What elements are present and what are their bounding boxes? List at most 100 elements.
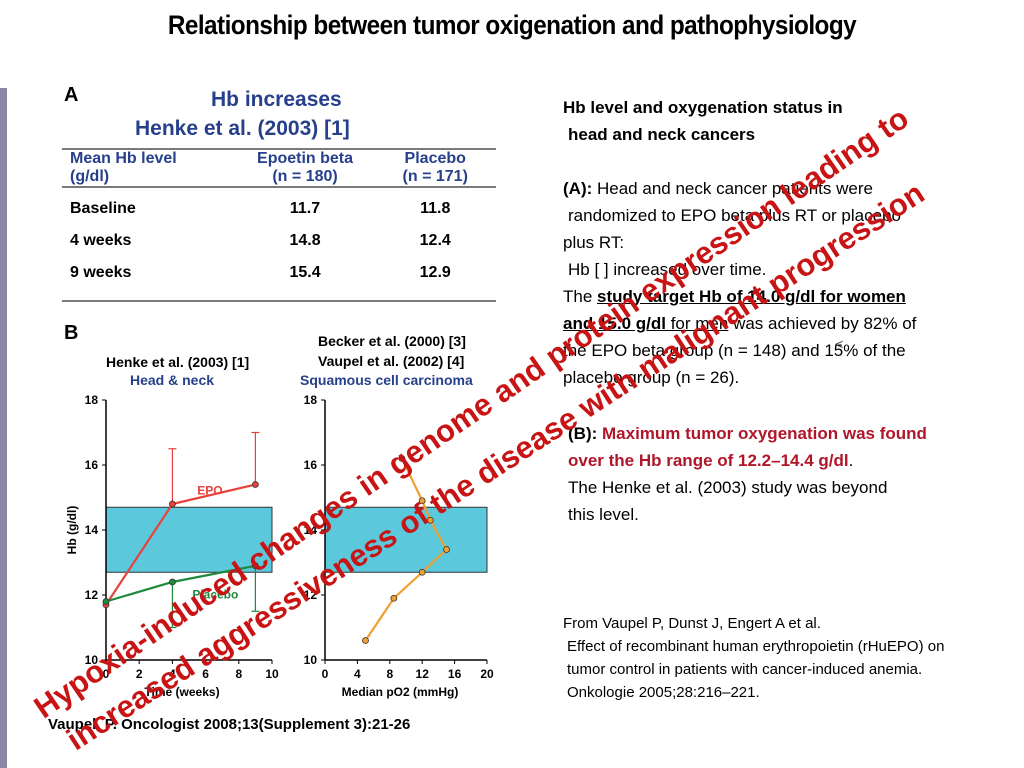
data-point (251, 481, 259, 488)
panel-a-heading: Hb increases (211, 88, 342, 111)
text-b-line1: (B): Maximum tumor oxygenation was found (568, 420, 927, 447)
data-point (418, 568, 426, 576)
data-point (390, 594, 398, 602)
x-tick-label: 0 (322, 667, 329, 681)
x-tick-label: 10 (265, 667, 279, 681)
x-tick-label: 16 (448, 667, 462, 681)
table-bottom-rule (62, 300, 496, 302)
text-a-line2: randomized to EPO beta plus RT or placeb… (568, 206, 901, 225)
text-a-line5: The study target Hb of 14.0 g/dl for wom… (563, 283, 906, 310)
text-a-line1: (A): Head and neck cancer patients were (563, 175, 873, 202)
panel-b-left-subtitle: Head & neck (130, 372, 215, 388)
header-placebo-line2: (n = 171) (402, 168, 468, 185)
label-a: (A): (563, 179, 593, 198)
table-header-placebo: Placebo (n = 171) (374, 149, 496, 187)
reference-line3: tumor control in patients with cancer-in… (567, 661, 923, 678)
x-tick-label: 4 (169, 667, 176, 681)
header-placebo-line1: Placebo (404, 150, 466, 167)
text-a-line8: placebo group (n = 26). (563, 368, 740, 387)
row-placebo-value: 12.9 (419, 264, 451, 281)
table-row: Baseline 11.7 11.8 (62, 187, 496, 225)
slide-title: Relationship between tumor oxigenation a… (167, 10, 857, 40)
a-line5-target: study target Hb of 14.0 g/dl for women (597, 287, 906, 306)
text-a-line4: Hb [ ] increased over time. (568, 260, 767, 279)
text-a-line6: and 15.0 g/dl for men was achieved by 82… (563, 310, 916, 337)
text-b-line2: over the Hb range of 12.2–14.4 g/dl. (568, 447, 853, 474)
row-epo-value: 11.7 (289, 200, 321, 217)
x-tick-label: 12 (416, 667, 430, 681)
data-point (398, 455, 406, 462)
x-tick-label: 8 (386, 667, 393, 681)
y-tick-label: 10 (304, 653, 318, 667)
y-tick-label: 18 (304, 393, 318, 407)
right-heading-2: head and neck cancers (568, 125, 756, 144)
hb-range-band (324, 506, 488, 573)
panel-b-right-cite-1: Becker et al. (2000) [3] (318, 333, 466, 349)
source-citation: Vaupel, P. Oncologist 2008;13(Supplement… (48, 716, 411, 733)
row-label: 4 weeks (70, 232, 132, 249)
text-a-line3: plus RT: (563, 233, 625, 252)
series-label-placebo: Placebo (192, 587, 238, 601)
y-tick-label: 14 (85, 523, 99, 537)
x-tick-label: 2 (136, 667, 143, 681)
panel-a-letter: A (64, 84, 79, 106)
table-header-epoetin: Epoetin beta (n = 180) (236, 149, 375, 187)
text-b-line3: The Henke et al. (2003) study was beyond (568, 478, 888, 497)
x-tick-label: 4 (354, 667, 361, 681)
panel-b-left-cite: Henke et al. (2003) [1] (106, 354, 250, 370)
reference-line2: Effect of recombinant human erythropoiet… (567, 638, 945, 655)
table-row: 9 weeks 15.4 12.9 (62, 257, 496, 289)
data-point (168, 578, 176, 586)
a-line6-target: and 15.0 g/dl (563, 314, 666, 333)
x-tick-label: 0 (103, 667, 110, 681)
reference-block: From Vaupel P, Dunst J, Engert A et al. … (563, 612, 944, 704)
y-tick-label: 12 (304, 588, 318, 602)
x-axis-label: Median pO2 (mmHg) (342, 685, 459, 699)
y-tick-label: 18 (85, 393, 99, 407)
a-line6-men: for men (665, 314, 729, 333)
row-placebo-value: 12.4 (419, 232, 451, 249)
text-b-line4: this level. (568, 505, 639, 524)
a-line1: Head and neck cancer patients were (597, 179, 873, 198)
text-a-line7: the EPO beta group (n = 148) and 15% of … (563, 341, 906, 360)
data-point (362, 637, 369, 644)
data-point (418, 497, 426, 505)
y-tick-label: 16 (304, 458, 318, 472)
header-epoetin-line1: Epoetin beta (257, 150, 354, 167)
label-b: (B): (568, 424, 598, 443)
data-point (251, 562, 259, 570)
reference-line1: From Vaupel P, Dunst J, Engert A et al. (563, 615, 821, 632)
header-epoetin-line2: (n = 180) (272, 168, 338, 185)
row-epo-value: 15.4 (289, 264, 321, 281)
table-header-mean-hb: Mean Hb level (g/dl) (62, 149, 236, 187)
y-tick-label: 12 (85, 588, 99, 602)
y-tick-label: 10 (85, 653, 99, 667)
x-tick-label: 6 (202, 667, 209, 681)
a-line5-start: The (563, 287, 598, 306)
y-tick-label: 16 (85, 458, 99, 472)
slide-sidebar-bar (0, 88, 7, 768)
row-placebo-value: 11.8 (420, 200, 451, 217)
series-label-epo: EPO (197, 483, 222, 497)
data-point (102, 598, 110, 605)
y-tick-label: 14 (304, 523, 318, 537)
x-tick-label: 8 (235, 667, 242, 681)
mouse-cursor-icon: < (835, 336, 844, 352)
header-mean-hb-line1: Mean Hb level (70, 150, 177, 167)
x-tick-label: 20 (480, 667, 494, 681)
a-line6-end: was achieved by 82% of (728, 314, 917, 333)
row-epo-value: 14.8 (289, 232, 321, 249)
row-label: 9 weeks (70, 264, 132, 281)
data-point (168, 500, 176, 508)
panel-b-right-subtitle: Squamous cell carcinoma (300, 372, 473, 388)
table-row: 4 weeks 14.8 12.4 (62, 225, 496, 257)
panel-b-letter: B (64, 322, 79, 344)
data-point (426, 516, 434, 524)
data-point (443, 546, 450, 553)
x-axis-label: Time (weeks) (144, 685, 219, 699)
panel-b-charts: 10 12 14 16 18 0 2 4 6 8 10 Time (weeks) Hb (g/dl) EP… (65, 393, 494, 699)
header-mean-hb-line2: (g/dl) (70, 168, 110, 185)
reference-line4: Onkologie 2005;28:216–221. (567, 684, 760, 701)
b-line2-period: . (848, 451, 854, 470)
b-line2: over the Hb range of 12.2–14.4 g/dl (568, 451, 849, 470)
